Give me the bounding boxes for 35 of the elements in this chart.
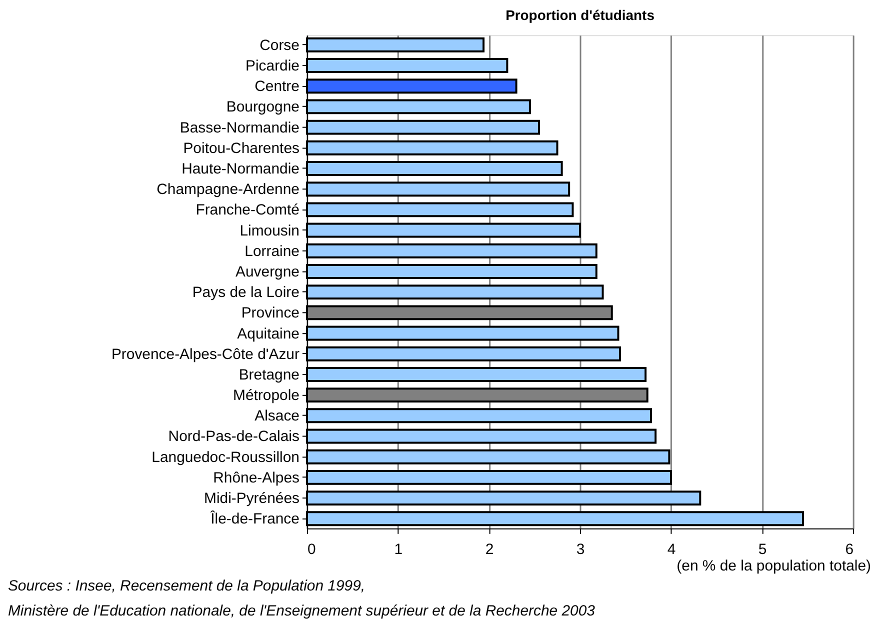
y-tick-label: Nord-Pas-de-Calais bbox=[168, 428, 300, 446]
y-tick-label: Corse bbox=[260, 36, 300, 54]
y-tick-label: Basse-Normandie bbox=[180, 119, 300, 136]
y-tick-label: Rhône-Alpes bbox=[213, 469, 300, 486]
y-tick-label: Lorraine bbox=[244, 242, 300, 260]
y-tick-label: Pays de la Loire bbox=[192, 284, 300, 302]
x-axis-title: (en % de la population totale) bbox=[676, 557, 872, 574]
y-tick-label: Limousin bbox=[240, 222, 300, 240]
chart-title: Proportion d'étudiants bbox=[506, 7, 655, 24]
y-tick-label: Picardie bbox=[246, 57, 300, 74]
y-tick-label: Centre bbox=[254, 78, 300, 96]
text: Ministère de l'Education nationale, de l'Enseignement supérieur et de la Recherche 2003 bbox=[8, 602, 596, 620]
y-tick-label: Midi-Pyrénées bbox=[204, 490, 300, 508]
y-tick-label: Province bbox=[241, 304, 300, 322]
y-tick-label: Île-de-France bbox=[210, 510, 300, 528]
y-tick-label: Provence-Alpes-Côte d'Azur bbox=[111, 346, 300, 363]
y-tick-label: Aquitaine bbox=[237, 325, 300, 342]
x-tick-label: 5 bbox=[758, 540, 767, 558]
x-tick-label: 6 bbox=[845, 540, 854, 558]
y-tick-label: Poitou-Charentes bbox=[183, 140, 300, 157]
x-tick-label: 3 bbox=[576, 540, 585, 558]
y-tick-label: Franche-Comté bbox=[196, 202, 300, 219]
y-tick-label: Languedoc-Roussillon bbox=[152, 448, 300, 466]
x-tick-label: 2 bbox=[485, 540, 494, 558]
source-note: Sources : Insee, Recensement de la Population 1999, bbox=[8, 578, 366, 595]
x-tick-label: 1 bbox=[394, 540, 403, 558]
x-tick-label: 0 bbox=[307, 540, 316, 558]
y-tick-label: Alsace bbox=[254, 408, 300, 425]
y-tick-label: Métropole bbox=[233, 387, 300, 404]
y-tick-label: Bretagne bbox=[238, 366, 300, 384]
y-tick-label: Bourgogne bbox=[226, 98, 300, 116]
y-tick-label: Champagne-Ardenne bbox=[156, 181, 300, 198]
x-tick-label: 4 bbox=[667, 540, 676, 558]
y-tick-label: Auvergne bbox=[236, 263, 300, 280]
y-tick-label: Haute-Normandie bbox=[182, 160, 300, 178]
